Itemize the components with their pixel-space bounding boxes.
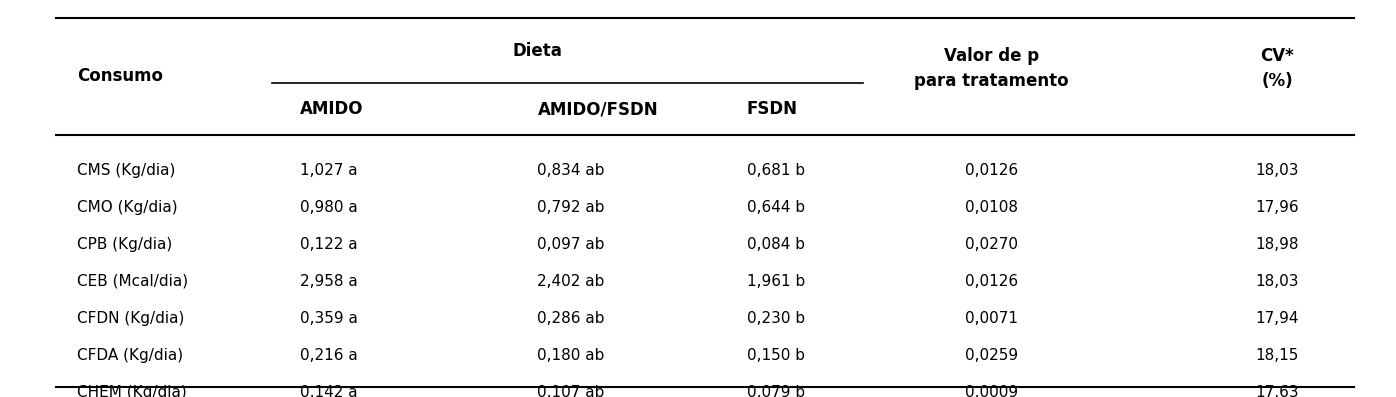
Text: 0,681 b: 0,681 b: [747, 163, 805, 178]
Text: 0,142 a: 0,142 a: [300, 385, 357, 397]
Text: CV*
(%): CV* (%): [1261, 47, 1294, 90]
Text: 0,0108: 0,0108: [965, 200, 1018, 215]
Text: AMIDO/FSDN: AMIDO/FSDN: [537, 100, 658, 118]
Text: Dieta: Dieta: [512, 42, 563, 60]
Text: 17,94: 17,94: [1255, 311, 1300, 326]
Text: 1,027 a: 1,027 a: [300, 163, 357, 178]
Text: 0,0259: 0,0259: [965, 348, 1018, 363]
Text: 0,0071: 0,0071: [965, 311, 1018, 326]
Text: 18,98: 18,98: [1255, 237, 1300, 252]
Text: 0,0126: 0,0126: [965, 163, 1018, 178]
Text: 0,792 ab: 0,792 ab: [537, 200, 604, 215]
Text: CEB (Mcal/dia): CEB (Mcal/dia): [77, 274, 188, 289]
Text: 1,961 b: 1,961 b: [747, 274, 805, 289]
Text: CFDA (Kg/dia): CFDA (Kg/dia): [77, 348, 183, 363]
Text: 0,180 ab: 0,180 ab: [537, 348, 604, 363]
Text: 2,958 a: 2,958 a: [300, 274, 357, 289]
Text: 0,980 a: 0,980 a: [300, 200, 357, 215]
Text: 0,216 a: 0,216 a: [300, 348, 357, 363]
Text: 0,122 a: 0,122 a: [300, 237, 357, 252]
Text: CPB (Kg/dia): CPB (Kg/dia): [77, 237, 172, 252]
Text: 0,084 b: 0,084 b: [747, 237, 805, 252]
Text: AMIDO: AMIDO: [300, 100, 363, 118]
Text: 0,359 a: 0,359 a: [300, 311, 357, 326]
Text: Consumo: Consumo: [77, 67, 163, 85]
Text: 0,0009: 0,0009: [965, 385, 1018, 397]
Text: 0,097 ab: 0,097 ab: [537, 237, 604, 252]
Text: Valor de p
para tratamento: Valor de p para tratamento: [914, 47, 1068, 90]
Text: 17,63: 17,63: [1255, 385, 1300, 397]
Text: CMS (Kg/dia): CMS (Kg/dia): [77, 163, 174, 178]
Text: 0,0270: 0,0270: [965, 237, 1018, 252]
Text: 0,079 b: 0,079 b: [747, 385, 805, 397]
Text: 18,03: 18,03: [1255, 163, 1300, 178]
Text: 17,96: 17,96: [1255, 200, 1300, 215]
Text: 0,834 ab: 0,834 ab: [537, 163, 604, 178]
Text: 0,107 ab: 0,107 ab: [537, 385, 604, 397]
Text: 2,402 ab: 2,402 ab: [537, 274, 604, 289]
Text: 18,03: 18,03: [1255, 274, 1300, 289]
Text: CMO (Kg/dia): CMO (Kg/dia): [77, 200, 177, 215]
Text: CFDN (Kg/dia): CFDN (Kg/dia): [77, 311, 184, 326]
Text: 18,15: 18,15: [1255, 348, 1300, 363]
Text: 0,150 b: 0,150 b: [747, 348, 805, 363]
Text: 0,286 ab: 0,286 ab: [537, 311, 604, 326]
Text: 0,230 b: 0,230 b: [747, 311, 805, 326]
Text: CHEM (Kg/dia): CHEM (Kg/dia): [77, 385, 187, 397]
Text: 0,0126: 0,0126: [965, 274, 1018, 289]
Text: FSDN: FSDN: [747, 100, 799, 118]
Text: 0,644 b: 0,644 b: [747, 200, 805, 215]
